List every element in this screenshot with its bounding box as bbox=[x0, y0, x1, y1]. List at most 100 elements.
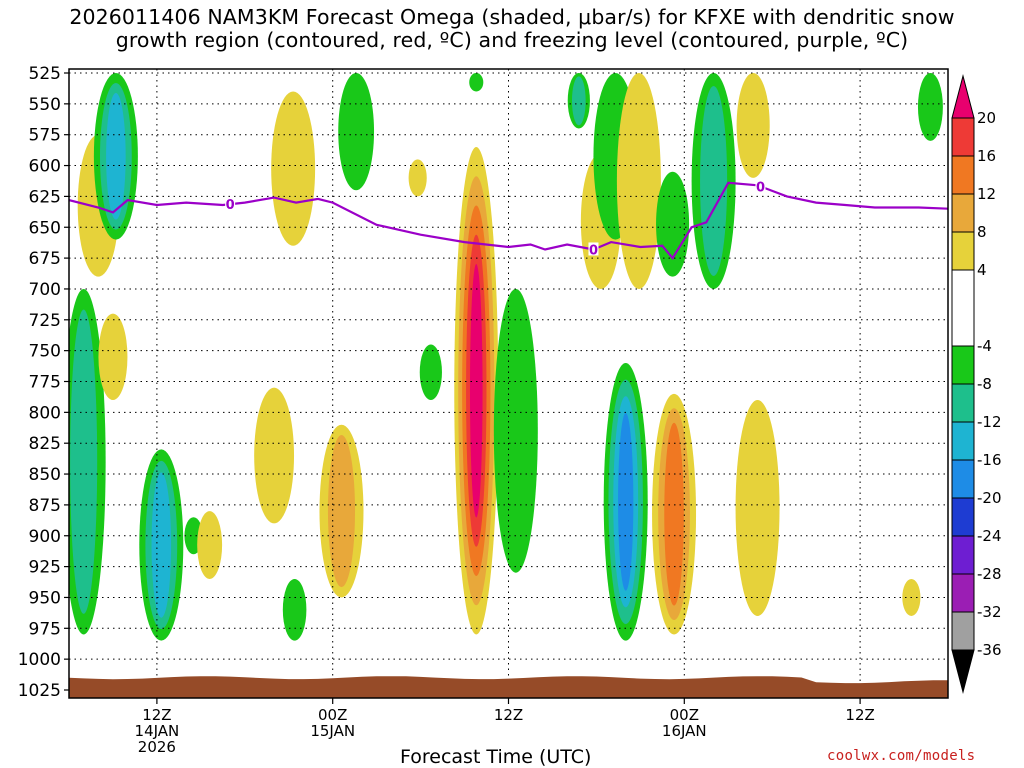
omega-feature-upper-negative-right bbox=[567, 73, 590, 129]
colorbar-bin bbox=[951, 497, 975, 537]
y-tick-label: 825 bbox=[29, 434, 61, 454]
y-tick-label: 550 bbox=[29, 95, 61, 115]
omega-contour bbox=[151, 472, 172, 618]
y-tick-label: 525 bbox=[29, 64, 61, 84]
omega-contour bbox=[656, 171, 690, 277]
omega-feature-thin-positive-col bbox=[616, 73, 661, 289]
colorbar-bin bbox=[951, 383, 975, 423]
omega-contour bbox=[469, 264, 483, 518]
y-tick-label: 600 bbox=[29, 157, 61, 177]
credit-text: coolwx.com/models bbox=[827, 748, 976, 764]
y-tick-label: 800 bbox=[29, 403, 61, 423]
x-tick-label: 15JAN bbox=[310, 722, 355, 740]
omega-feature-low-negative-small bbox=[282, 578, 307, 641]
colorbar-bottom-arrow bbox=[951, 649, 975, 694]
colorbar-label: 20 bbox=[977, 109, 996, 127]
omega-contour bbox=[338, 73, 375, 191]
x-tick-label: 16JAN bbox=[662, 722, 707, 740]
y-tick-label: 650 bbox=[29, 218, 61, 238]
chart-title: 2026011406 NAM3KM Forecast Omega (shaded… bbox=[0, 6, 1024, 52]
colorbar-bin bbox=[951, 345, 975, 385]
colorbar-label: 16 bbox=[977, 147, 996, 165]
omega-feature-low-positive-47 bbox=[735, 400, 780, 616]
omega-feature-low-positive-00z bbox=[319, 424, 364, 598]
omega-feature-upper-positive-col bbox=[271, 91, 316, 246]
title-line-1: 2026011406 NAM3KM Forecast Omega (shaded… bbox=[69, 5, 955, 29]
terrain bbox=[69, 676, 948, 698]
y-tick-label: 850 bbox=[29, 465, 61, 485]
freezing-label-bg bbox=[588, 242, 599, 256]
omega-contour bbox=[735, 400, 780, 616]
freezing-level: 0 0 0 bbox=[69, 179, 948, 260]
colorbar-label: -36 bbox=[977, 641, 1002, 659]
omega-contour bbox=[917, 73, 943, 141]
omega-feature-upper-negative-44 bbox=[691, 73, 736, 289]
omega-contour bbox=[493, 288, 538, 573]
omega-feature-thin-positive bbox=[408, 159, 427, 197]
y-tick-label: 750 bbox=[29, 342, 61, 362]
y-tick-label: 975 bbox=[29, 619, 61, 639]
colorbar-bin bbox=[951, 421, 975, 461]
omega-feature-strong-updraft-column bbox=[454, 147, 499, 635]
omega-contour bbox=[700, 85, 728, 276]
omega-feature-thin-negative bbox=[419, 344, 442, 401]
x-tick-label: 12Z bbox=[494, 706, 523, 724]
colorbar: 20 16 12 8 4 -4 -8 -12 -16 -20 -24 -28 -32 -36 bbox=[951, 74, 1002, 694]
colorbar-bin bbox=[951, 535, 975, 575]
omega-feature-mid-positive-cluster bbox=[652, 393, 697, 635]
omega-shading bbox=[69, 73, 943, 641]
omega-feature-mid-positive-band bbox=[254, 387, 295, 524]
omega-feature-low-negative-left bbox=[69, 289, 106, 635]
omega-contour bbox=[197, 511, 223, 579]
y-tick-label: 700 bbox=[29, 280, 61, 300]
freezing-level-line bbox=[69, 181, 948, 260]
colorbar-label: -4 bbox=[977, 337, 992, 355]
omega-contour bbox=[736, 73, 770, 178]
omega-contour bbox=[271, 91, 316, 246]
x-tick-label: 12Z bbox=[845, 706, 874, 724]
omega-contour bbox=[419, 344, 442, 401]
omega-contour bbox=[664, 422, 684, 606]
freezing-level-label: 0 bbox=[226, 198, 235, 213]
y-tick-label: 775 bbox=[29, 373, 61, 393]
colorbar-label: -20 bbox=[977, 489, 1002, 507]
omega-contour bbox=[327, 435, 356, 588]
colorbar-bin bbox=[951, 193, 975, 233]
y-tick-label: 1025 bbox=[18, 681, 61, 701]
colorbar-bin bbox=[951, 231, 975, 271]
x-tick-label: 00Z bbox=[670, 706, 699, 724]
omega-contour bbox=[106, 92, 126, 220]
colorbar-bin bbox=[951, 573, 975, 613]
colorbar-top-arrow bbox=[951, 74, 975, 119]
colorbar-label: -12 bbox=[977, 413, 1002, 431]
colorbar-bin bbox=[951, 155, 975, 195]
freezing-level-label: 0 bbox=[756, 180, 765, 195]
omega-feature-upper-negative-col bbox=[338, 73, 375, 191]
omega-feature-small-positive bbox=[197, 511, 223, 579]
omega-contour bbox=[282, 578, 307, 641]
omega-contour bbox=[469, 73, 484, 92]
colorbar-label: -8 bbox=[977, 375, 992, 393]
y-tick-label: 925 bbox=[29, 558, 61, 578]
omega-feature-mid-positive-left bbox=[98, 313, 128, 401]
x-tick-label: 2026 bbox=[138, 738, 176, 756]
x-tick-label: 12Z bbox=[142, 706, 171, 724]
x-tick-label: 00Z bbox=[318, 706, 347, 724]
title-line-2: growth region (contoured, red, ºC) and f… bbox=[115, 28, 909, 52]
y-tick-label: 900 bbox=[29, 527, 61, 547]
y-tick-label: 950 bbox=[29, 588, 61, 608]
y-tick-label: 875 bbox=[29, 496, 61, 516]
omega-feature-neg-spike-00z bbox=[656, 171, 690, 277]
omega-feature-upper-negative-28 bbox=[469, 73, 484, 92]
omega-feature-negative-rear-column bbox=[493, 288, 538, 573]
y-tick-label: 725 bbox=[29, 311, 61, 331]
omega-contour bbox=[408, 159, 427, 197]
y-axis: 525 550 575 600 625 650 675 700 725 750 775 800 825 8… bbox=[18, 64, 69, 701]
omega-contour bbox=[98, 313, 128, 401]
colorbar-bin bbox=[951, 117, 975, 157]
omega-contour bbox=[571, 76, 586, 126]
y-tick-label: 625 bbox=[29, 187, 61, 207]
omega-feature-upper-positive-47 bbox=[736, 73, 770, 178]
